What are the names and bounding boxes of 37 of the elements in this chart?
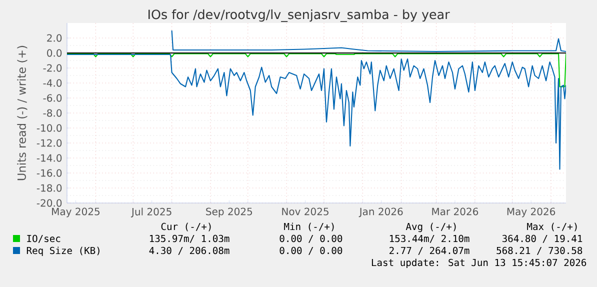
x-tick-label: Jan 2026	[358, 208, 403, 218]
y-tick-label: -18.0	[36, 184, 62, 192]
text: Cur (-/+)	[161, 222, 211, 232]
y-tick-label: -14.0	[36, 154, 62, 162]
text: 364.80 / 19.41	[502, 234, 582, 243]
text: 2.77 / 264.07m	[390, 246, 470, 255]
text: 0.00 / 0.00	[280, 246, 342, 255]
x-tick-label: Nov 2025	[282, 208, 328, 216]
text: Max (-/+)	[527, 222, 577, 232]
x-tick-label: Mar 2026	[432, 208, 478, 216]
y-tick-label: 2.0	[47, 34, 62, 42]
text: Last update: Sat Jun 13 15:45:07 2026	[372, 258, 586, 268]
x-tick-label: Sep 2025	[206, 208, 252, 218]
text: 4.30 / 206.08m	[149, 246, 230, 255]
y-axis-title: Units read (-) / write (+)	[17, 46, 28, 180]
text: Min (-/+)	[284, 222, 334, 232]
y-tick-label: -4.0	[43, 79, 62, 87]
text: 135.97m/ 1.03m	[150, 234, 230, 243]
text: 568.21 / 730.58	[496, 246, 582, 255]
line-series	[67, 53, 566, 88]
y-tick-label: -16.0	[36, 169, 62, 177]
y-tick-label: -10.0	[36, 124, 62, 132]
text: 0.00 / 0.00	[280, 234, 342, 243]
y-tick-label: -12.0	[36, 139, 62, 147]
chart-title: IOs for /dev/rootvg/lv_senjasrv_samba - by year	[148, 9, 450, 22]
legend-label: Req Size (KB)	[26, 246, 100, 256]
y-tick-label: -20.0	[36, 199, 62, 207]
x-tick-label: May 2025	[52, 208, 100, 218]
y-tick-label: -2.0	[43, 64, 62, 72]
y-tick-label: -6.0	[43, 94, 62, 102]
x-tick-label: May 2026	[507, 208, 556, 218]
y-tick-label: 0.0	[47, 49, 62, 57]
text: 153.44m/ 2.10m	[390, 234, 470, 243]
legend-label: IO/sec	[27, 234, 60, 243]
x-tick-label: Jul 2025	[130, 208, 172, 218]
text: Avg (-/+)	[406, 222, 456, 232]
y-tick-label: -8.0	[43, 109, 62, 117]
